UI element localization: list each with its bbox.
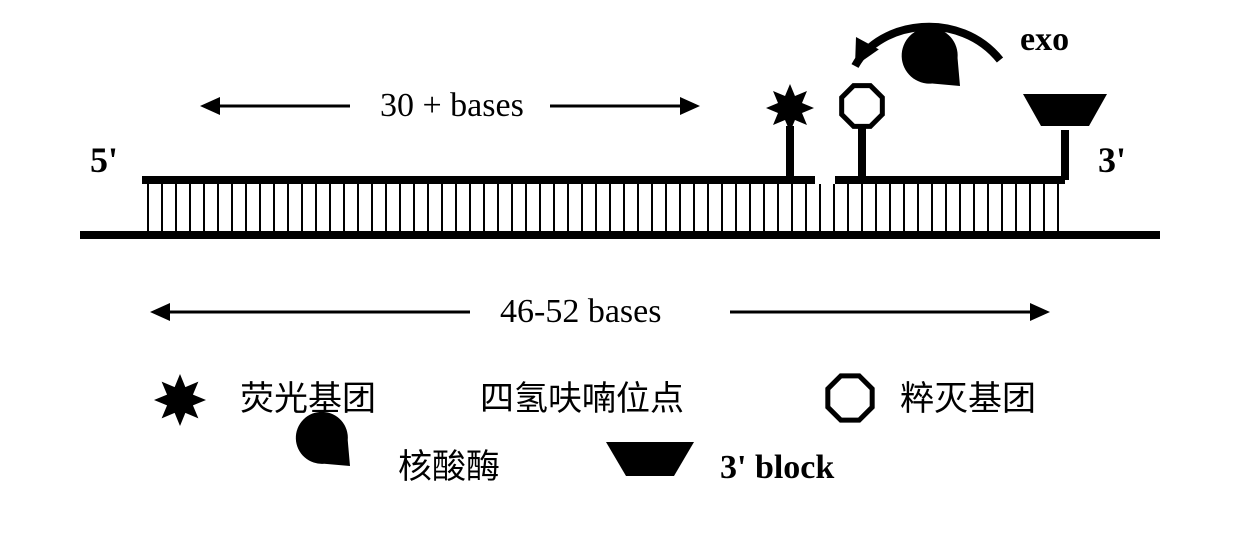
legend-nuclease-label: 核酸酶 — [398, 448, 500, 486]
nuclease-icon — [902, 28, 960, 86]
fluorophore-icon — [766, 84, 814, 132]
basepair-ticks — [148, 184, 1058, 231]
three-prime-label: 3' — [1098, 140, 1126, 180]
legend-nuclease-icon — [296, 412, 350, 466]
legend-fluor-label: 荧光基团 — [240, 380, 376, 418]
block-icon — [1023, 94, 1107, 126]
legend-fluor-icon — [154, 374, 206, 426]
exo-label: exo — [1020, 21, 1069, 58]
lower-range-label: 46-52 bases — [500, 293, 661, 330]
legend-quench-label: 粹灭基团 — [900, 380, 1036, 418]
legend-block-label: 3' block — [720, 449, 834, 486]
legend-quench-icon — [828, 376, 872, 420]
upper-range-label: 30 + bases — [380, 87, 524, 124]
quencher-icon — [842, 86, 883, 127]
five-prime-label: 5' — [90, 140, 118, 180]
legend-thf-label: 四氢呋喃位点 — [480, 380, 684, 418]
legend-block-icon — [606, 442, 694, 476]
probe-diagram: 30 + bases 5' 3' exo 46-52 bases 荧光基团 四氢呋喃位点 粹灭… — [0, 0, 1240, 539]
